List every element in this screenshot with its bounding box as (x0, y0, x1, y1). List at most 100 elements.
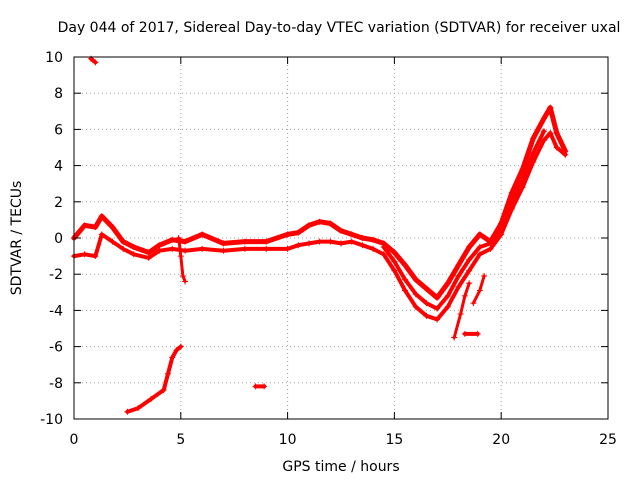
x-tick-label: 10 (279, 432, 297, 448)
data-point (130, 244, 137, 251)
data-point (263, 245, 270, 252)
data-point (476, 287, 483, 294)
data-point (466, 280, 473, 287)
data-point (338, 240, 344, 247)
data-point (98, 213, 105, 220)
data-point (487, 240, 494, 247)
x-tick-label: 5 (176, 432, 185, 448)
data-point (434, 294, 441, 301)
data-point (476, 244, 483, 251)
data-point (455, 262, 462, 269)
data-point (327, 238, 334, 245)
data-point (81, 222, 88, 229)
x-axis-label: GPS time / hours (282, 459, 399, 475)
data-point (476, 251, 483, 258)
data-point (284, 245, 291, 252)
data-point (412, 303, 419, 310)
y-tick-label: 8 (54, 86, 63, 102)
data-point (182, 238, 189, 245)
data-point (327, 220, 334, 227)
series-main-lower (72, 131, 568, 322)
chart-title: Day 044 of 2017, Sidereal Day-to-day VTE… (58, 20, 621, 36)
data-point (444, 280, 451, 287)
y-tick-label: -10 (40, 412, 63, 428)
x-tick-label: 25 (599, 432, 617, 448)
y-tick-label: -2 (49, 267, 63, 283)
data-point (81, 251, 88, 258)
data-point (295, 242, 302, 249)
data-point (530, 135, 537, 142)
data-point (169, 354, 176, 361)
data-point (474, 330, 481, 337)
data-point (220, 240, 227, 247)
data-point (530, 149, 537, 156)
data-point (145, 249, 152, 256)
data-point (487, 245, 494, 252)
series-low-left (125, 344, 183, 414)
data-point (476, 231, 483, 238)
data-point (173, 347, 180, 354)
data-point (175, 235, 182, 241)
data-point (92, 59, 99, 66)
data-point (412, 291, 419, 298)
data-point (359, 235, 366, 241)
data-point (147, 396, 154, 403)
data-point (182, 247, 189, 254)
series-main-middle (381, 129, 546, 311)
data-point (241, 245, 248, 252)
data-point (92, 253, 99, 260)
data-point (412, 276, 419, 283)
data-point (455, 273, 462, 280)
data-point (455, 283, 462, 290)
x-tick-label: 15 (385, 432, 403, 448)
x-tick-label: 20 (492, 432, 510, 448)
data-point (160, 387, 167, 394)
y-tick-label: 2 (54, 195, 63, 211)
data-point (92, 224, 99, 231)
data-point (553, 144, 560, 151)
data-point (466, 244, 473, 251)
data-point (220, 247, 227, 254)
series-dip-2 (471, 274, 486, 305)
data-point (380, 251, 387, 258)
data-point (177, 343, 184, 350)
data-point (498, 225, 505, 232)
data-point (451, 334, 458, 341)
data-point (457, 311, 464, 318)
data-point (540, 128, 547, 135)
data-point (434, 305, 441, 312)
data-point (547, 130, 554, 137)
y-axis-label: SDTVAR / TECUs (9, 181, 25, 296)
data-point (423, 312, 430, 319)
data-point (402, 287, 409, 294)
data-point (295, 229, 302, 236)
data-point (370, 236, 377, 243)
data-point (444, 292, 451, 299)
data-point (263, 238, 270, 245)
data-point (164, 370, 171, 377)
data-point (109, 224, 116, 231)
data-point (316, 218, 323, 225)
data-point (481, 273, 488, 280)
data-point (156, 247, 163, 254)
data-point (199, 231, 206, 238)
data-point (434, 316, 441, 323)
data-point (461, 330, 468, 337)
data-point (124, 408, 131, 415)
data-point (391, 249, 398, 256)
data-point (466, 267, 473, 274)
data-point (199, 245, 206, 252)
data-point (179, 273, 186, 280)
y-tick-label: 10 (45, 50, 63, 66)
data-point (120, 238, 127, 245)
series-layer (71, 55, 569, 415)
data-point (145, 254, 152, 261)
data-point (547, 104, 554, 111)
data-point (508, 198, 515, 205)
data-point (519, 177, 526, 184)
data-point (562, 151, 569, 158)
y-tick-label: -4 (49, 303, 63, 319)
data-point (305, 240, 312, 247)
data-point (540, 137, 547, 144)
